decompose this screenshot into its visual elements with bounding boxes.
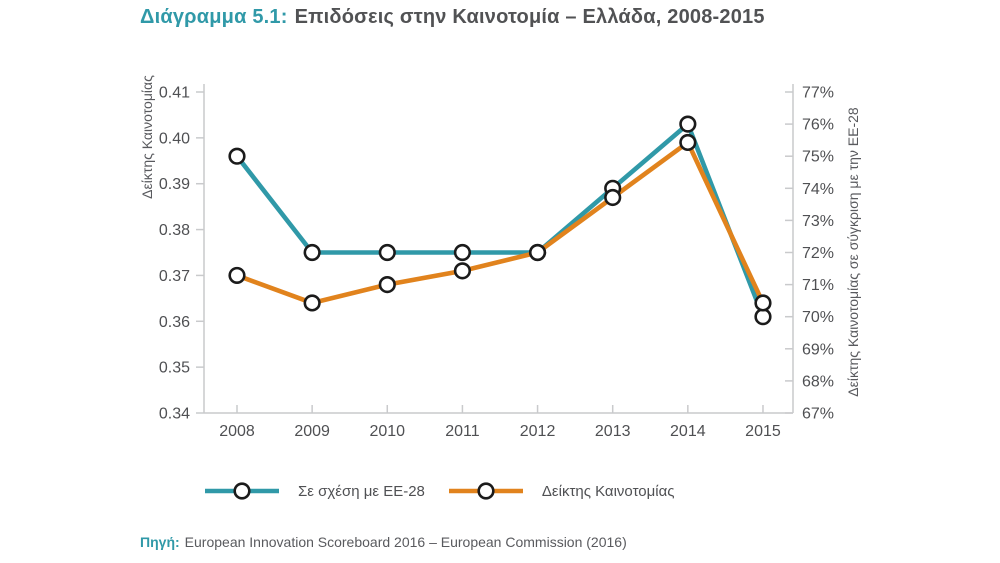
right-axis-tick-label: 75% bbox=[802, 149, 834, 166]
right-axis-tick-label: 68% bbox=[802, 373, 834, 390]
source-note: Πηγή: European Innovation Scoreboard 2016… bbox=[140, 534, 627, 550]
data-point-marker-orange bbox=[228, 266, 246, 285]
right-axis-tick-label: 67% bbox=[802, 406, 834, 423]
series-line-teal bbox=[235, 120, 766, 318]
right-axis-tick-label: 74% bbox=[802, 181, 834, 198]
data-point-marker-orange bbox=[453, 262, 472, 280]
right-axis-tick-label: 76% bbox=[802, 117, 834, 134]
data-point-marker-orange bbox=[303, 294, 321, 312]
source-label: Πηγή: bbox=[140, 534, 180, 550]
data-point-marker-teal bbox=[378, 243, 396, 262]
right-axis-tick-label: 77% bbox=[802, 85, 834, 102]
left-axis-tick-label: 0.36 bbox=[159, 314, 190, 331]
legend-circle-marker bbox=[477, 482, 495, 500]
legend-label-ee28: Σε σχέση με ΕΕ-28 bbox=[298, 482, 425, 500]
data-point-marker-orange bbox=[604, 188, 622, 207]
data-point-marker-teal bbox=[453, 243, 472, 262]
data-point-marker-orange bbox=[378, 276, 396, 294]
legend-item-innovation-index: Δείκτης Καινοτομίας bbox=[447, 480, 675, 502]
chart-title: Διάγραμμα 5.1: Επιδόσεις στην Καινοτομία … bbox=[140, 6, 765, 29]
right-axis-tick-label: 73% bbox=[802, 213, 834, 230]
left-axis-tick-label: 0.39 bbox=[159, 176, 190, 193]
x-axis-tick-label: 2015 bbox=[745, 423, 781, 440]
right-axis-tick-label: 71% bbox=[802, 277, 834, 294]
data-point-marker-teal bbox=[754, 308, 772, 326]
left-axis-title: Δείκτης Καινοτομίας bbox=[139, 75, 155, 199]
x-axis-tick-label: 2011 bbox=[445, 423, 480, 440]
right-axis-title: Δείκτης Καινοτομίας σε σύγκριση με την Ε… bbox=[845, 107, 861, 397]
left-axis-tick-label: 0.38 bbox=[159, 222, 190, 239]
left-axis-tick-label: 0.34 bbox=[159, 406, 190, 423]
chart-title-prefix: Διάγραμμα 5.1: bbox=[140, 6, 288, 28]
x-axis-tick-label: 2012 bbox=[520, 423, 556, 440]
left-axis-tick-label: 0.41 bbox=[159, 85, 190, 102]
data-point-marker-teal bbox=[679, 115, 697, 133]
left-axis-tick-label: 0.37 bbox=[159, 268, 190, 285]
x-axis-tick-label: 2008 bbox=[219, 423, 255, 440]
left-axis-tick-label: 0.35 bbox=[159, 360, 190, 377]
line-chart: 0.41 0.40 0.39 0.38 0.37 0.36 0.35 0.34 77% 76% 75… bbox=[139, 75, 861, 440]
data-point-marker-teal bbox=[303, 243, 321, 262]
x-axis-tick-label: 2013 bbox=[595, 423, 631, 440]
right-axis-tick-label: 70% bbox=[802, 309, 834, 326]
source-text: European Innovation Scoreboard 2016 – Eu… bbox=[184, 534, 627, 550]
data-point-marker-orange bbox=[754, 294, 772, 312]
left-axis-tick-label: 0.40 bbox=[159, 130, 190, 147]
legend-item-ee28: Σε σχέση με ΕΕ-28 bbox=[203, 480, 425, 502]
legend-marker-orange bbox=[448, 482, 523, 500]
data-point-marker-teal bbox=[228, 147, 246, 165]
legend: Σε σχέση με ΕΕ-28 Δείκτης Καινοτομίας bbox=[203, 480, 697, 502]
data-point-marker-orange bbox=[679, 133, 697, 152]
x-axis-tick-label: 2010 bbox=[369, 423, 405, 440]
data-point-marker-orange bbox=[528, 243, 547, 262]
right-axis-tick-label: 72% bbox=[802, 245, 834, 262]
x-axis-tick-label: 2009 bbox=[294, 423, 330, 440]
legend-marker-teal bbox=[205, 482, 279, 500]
series-line-orange bbox=[236, 138, 766, 306]
right-axis-tick-label: 69% bbox=[802, 341, 834, 358]
chart-title-text: Επιδόσεις στην Καινοτομία – Ελλάδα, 2008… bbox=[294, 6, 765, 28]
legend-circle-marker bbox=[233, 482, 251, 500]
x-axis-tick-label: 2014 bbox=[670, 423, 706, 440]
legend-label-innovation-index: Δείκτης Καινοτομίας bbox=[541, 482, 675, 500]
